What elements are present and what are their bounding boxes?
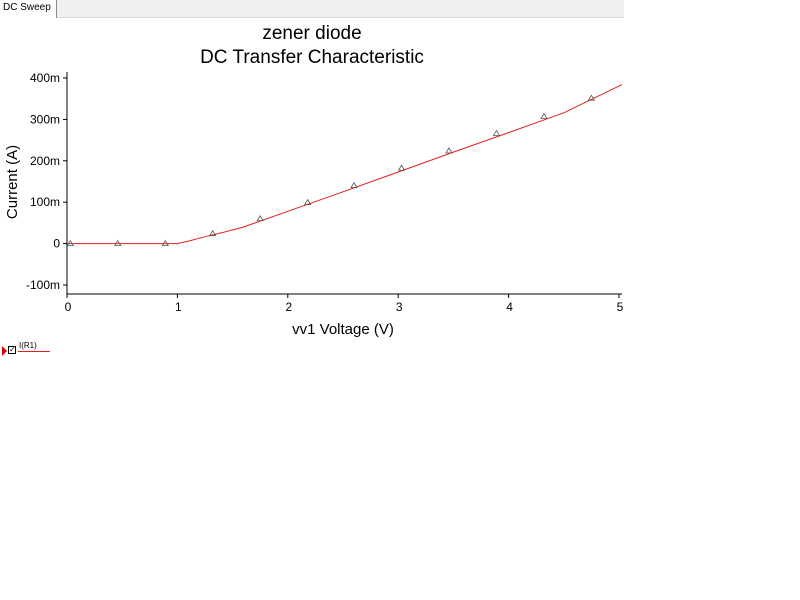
y-tick-label: 300m <box>30 112 60 126</box>
y-tick-label: -100m <box>26 278 60 292</box>
axis-ticks: 0 1 2 3 4 5 400m 300m 200m 100m 0 -100m <box>26 71 624 314</box>
chart-subtitle: DC Transfer Characteristic <box>200 47 424 68</box>
data-point-marker <box>114 239 122 246</box>
data-point-marker <box>161 239 169 246</box>
data-point-marker <box>66 239 75 246</box>
data-point-marker <box>397 164 406 171</box>
data-point-marker <box>209 229 217 237</box>
legend-active-marker-icon <box>2 346 7 356</box>
data-point-marker <box>445 147 453 154</box>
data-point-marker <box>303 198 312 206</box>
y-tick-label: 100m <box>30 195 60 209</box>
data-point-marker <box>350 181 358 189</box>
y-tick-label: 200m <box>30 154 60 168</box>
y-tick-label: 0 <box>53 237 60 251</box>
x-tick-label: 0 <box>65 300 72 314</box>
legend-checkbox[interactable]: ✓ <box>8 345 16 354</box>
x-tick-label: 1 <box>175 300 182 314</box>
legend-line-swatch <box>18 351 50 352</box>
tab-dc-sweep[interactable]: DC Sweep <box>0 0 57 18</box>
y-tick-label: 400m <box>30 71 60 85</box>
legend-label: I(R1) <box>19 341 37 350</box>
data-point-marker <box>540 112 548 119</box>
chart-title: zener diode <box>262 23 361 44</box>
data-point-marker <box>492 129 501 136</box>
series-layer <box>66 84 623 246</box>
x-axis-label: vv1 Voltage (V) <box>292 321 394 338</box>
x-tick-label: 3 <box>396 300 403 314</box>
series-line-i-r1 <box>67 84 623 245</box>
legend: ✓ I(R1) <box>2 341 62 361</box>
data-point-marker <box>256 214 264 222</box>
x-tick-label: 5 <box>617 300 624 314</box>
plot-axes <box>66 72 622 295</box>
y-axis-label: Current (A) <box>4 145 21 219</box>
x-tick-label: 4 <box>506 300 513 314</box>
data-point-marker <box>587 94 596 101</box>
analysis-tab-bar: DC Sweep <box>0 0 624 18</box>
x-tick-label: 2 <box>285 300 292 314</box>
